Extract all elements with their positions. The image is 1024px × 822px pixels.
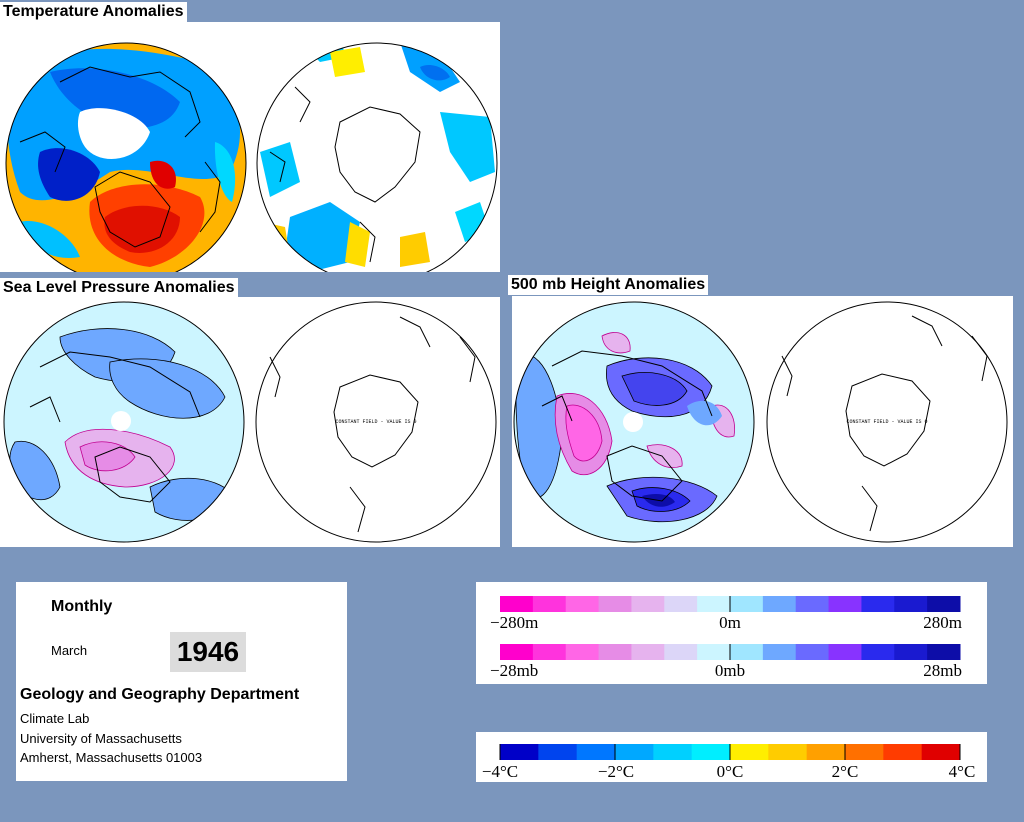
temperature-colorbar-swatch — [538, 744, 578, 760]
temperature-panel — [0, 22, 500, 272]
height-label-max: 280m — [923, 613, 962, 632]
temperature-legend: −4°C −2°C 0°C 2°C 4°C — [476, 732, 987, 782]
height-colorbar-swatch — [631, 596, 665, 612]
height500-maps: CONSTANT FIELD - VALUE IS 0 — [513, 301, 1008, 543]
slp-maps: CONSTANT FIELD - VALUE IS 0 — [3, 301, 497, 543]
slp-title: Sea Level Pressure Anomalies — [0, 278, 238, 298]
pressure-colorbar-swatch — [565, 644, 600, 660]
temperature-colorbar-swatch — [768, 744, 808, 760]
temperature-label-p2: 2°C — [832, 762, 859, 781]
height-colorbar-swatch — [762, 596, 797, 612]
pressure-colorbar-swatch — [762, 644, 797, 660]
height-label-zero: 0m — [719, 613, 741, 632]
slp-north-map — [4, 302, 244, 542]
height-colorbar-swatch — [894, 596, 928, 612]
pressure-label-max: 28mb — [923, 661, 962, 680]
pressure-colorbar-swatch — [861, 644, 895, 660]
height-colorbar-swatch — [861, 596, 895, 612]
pressure-label-min: −28mb — [490, 661, 538, 680]
temperature-colorbar-swatch — [730, 744, 769, 760]
height500-north-map — [514, 302, 754, 542]
address-label: Amherst, Massachusetts 01003 — [20, 750, 203, 765]
temperature-label-m4: −4°C — [482, 762, 518, 781]
height-colorbar-swatch — [664, 596, 698, 612]
height-pressure-legend: −280m 0m 280m −28mb 0mb 28mb — [476, 582, 987, 684]
pressure-label-zero: 0mb — [715, 661, 745, 680]
period-label: Monthly — [51, 598, 113, 615]
height500-title: 500 mb Height Anomalies — [508, 275, 709, 295]
slp-south-map: CONSTANT FIELD - VALUE IS 0 — [255, 301, 497, 543]
university-label: University of Massachusetts — [20, 731, 182, 746]
temperature-colorbar-swatch — [883, 744, 923, 760]
height-colorbar-swatch — [828, 596, 862, 612]
height-colorbar-swatch — [565, 596, 600, 612]
temperature-title: Temperature Anomalies — [0, 2, 187, 22]
month-label: March — [51, 643, 88, 658]
temperature-colorbar-swatch — [576, 744, 616, 760]
pressure-colorbar-swatch — [697, 644, 731, 660]
info-box: Monthly March 1946 Geology and Geography… — [16, 582, 347, 781]
height-colorbar — [500, 596, 961, 612]
pressure-colorbar-swatch — [730, 644, 764, 660]
height-label-min: −280m — [490, 613, 538, 632]
temperature-colorbar-swatch — [691, 744, 731, 760]
temperature-colorbar-swatch — [845, 744, 884, 760]
height500-south-map: CONSTANT FIELD - VALUE IS 0 — [766, 301, 1008, 543]
temperature-colorbar-swatch — [806, 744, 846, 760]
temperature-colorbar — [499, 744, 961, 760]
lab-label: Climate Lab — [20, 711, 90, 726]
temperature-maps — [5, 42, 498, 272]
height-colorbar-swatch — [730, 596, 764, 612]
pressure-colorbar-swatch — [532, 644, 567, 660]
slp-constant-note: CONSTANT FIELD - VALUE IS 0 — [335, 419, 416, 425]
temperature-south-map — [257, 43, 497, 272]
pressure-colorbar — [500, 644, 961, 660]
height500-constant-note: CONSTANT FIELD - VALUE IS 0 — [846, 419, 927, 425]
slp-panel: CONSTANT FIELD - VALUE IS 0 — [0, 297, 500, 547]
height500-panel: CONSTANT FIELD - VALUE IS 0 — [512, 296, 1013, 547]
year-label: 1946 — [170, 632, 246, 672]
department-label: Geology and Geography Department — [20, 686, 300, 703]
temperature-north-map — [6, 43, 246, 272]
temperature-colorbar-swatch — [615, 744, 654, 760]
temperature-label-0: 0°C — [717, 762, 744, 781]
height-colorbar-swatch — [697, 596, 731, 612]
temperature-label-p4: 4°C — [949, 762, 976, 781]
temperature-colorbar-swatch — [653, 744, 693, 760]
height-colorbar-swatch — [598, 596, 632, 612]
pressure-colorbar-swatch — [927, 644, 961, 660]
pressure-colorbar-swatch — [828, 644, 862, 660]
pressure-colorbar-swatch — [631, 644, 665, 660]
pressure-colorbar-swatch — [598, 644, 632, 660]
temperature-colorbar-swatch — [921, 744, 961, 760]
height-colorbar-swatch — [795, 596, 830, 612]
pressure-colorbar-swatch — [795, 644, 830, 660]
height-colorbar-swatch — [500, 596, 534, 612]
height-colorbar-swatch — [927, 596, 961, 612]
pressure-colorbar-swatch — [894, 644, 928, 660]
temperature-label-m2: −2°C — [598, 762, 634, 781]
pressure-colorbar-swatch — [664, 644, 698, 660]
pressure-colorbar-swatch — [500, 644, 534, 660]
height-colorbar-swatch — [532, 596, 567, 612]
temperature-colorbar-swatch — [500, 744, 539, 760]
